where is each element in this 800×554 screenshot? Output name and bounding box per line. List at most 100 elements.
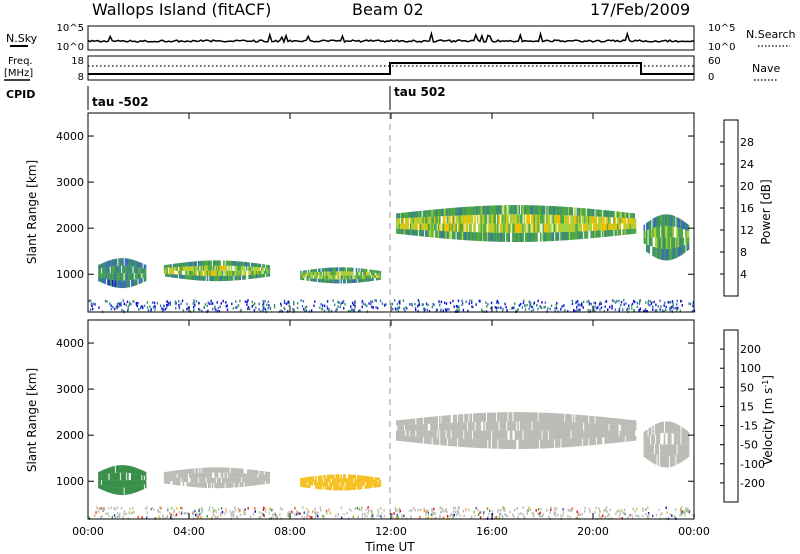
clutter-cell [571,299,573,303]
echo-cell [633,425,635,431]
echo-cell [519,412,522,422]
echo-cell [534,412,537,422]
echo-cell [339,478,341,483]
clutter-cell [623,303,625,306]
echo-cell [266,273,268,277]
echo-cell [468,422,470,431]
echo-cell [632,228,634,234]
echo-cell [646,222,648,231]
echo-cell [484,412,486,422]
echo-cell [686,223,688,231]
echo-cell [633,223,635,229]
echo-cell [317,278,320,283]
echo-cell [522,205,524,215]
echo-cell [502,214,504,224]
clutter-cell [217,306,220,310]
echo-cell [306,477,308,480]
clutter-cell [633,309,635,312]
clutter-cell [623,512,625,515]
echo-cell [302,273,305,276]
echo-cell [397,435,399,441]
echo-cell [500,223,503,233]
echo-cell [584,438,586,446]
echo-cell [529,430,532,440]
echo-cell [373,482,375,486]
echo-cell [571,438,574,447]
echo-cell [338,478,340,483]
echo-cell [373,275,375,279]
clutter-cell [426,308,428,312]
echo-cell [302,484,305,488]
echo-cell [322,268,325,272]
clutter-cell [116,511,119,515]
clutter-cell [181,299,184,302]
clutter-cell [669,306,672,309]
echo-cell [100,263,103,269]
echo-cell [633,218,635,224]
echo-cell [603,210,605,217]
echo-cell [678,425,681,435]
echo-cell [552,413,555,422]
echo-cell [190,270,192,276]
echo-cell [330,486,332,491]
echo-cell [503,232,505,242]
clutter-cell [688,302,690,305]
echo-cell [115,265,118,273]
echo-cell [138,278,141,285]
echo-cell [403,419,406,426]
echo-cell [408,419,411,425]
echo-cell [427,230,430,237]
echo-cell [512,205,514,215]
clutter-cell [361,517,363,520]
echo-cell [618,223,620,230]
echo-cell [569,223,571,232]
echo-cell [339,267,341,272]
echo-cell [170,270,172,275]
echo-cell [492,430,494,440]
clutter-cell [516,507,518,510]
echo-cell [354,275,356,280]
clutter-cell [314,510,316,514]
clutter-cell [681,510,683,514]
echo-cell [322,275,325,279]
echo-cell [519,439,522,449]
clutter-cell [167,302,170,305]
echo-cell [340,478,343,483]
echo-cell [622,229,624,236]
clutter-cell [116,303,118,306]
echo-cell [206,265,209,271]
clutter-cell [264,507,267,511]
clutter-cell [262,307,264,311]
echo-cell [330,279,332,284]
echo-cell [213,467,215,473]
echo-cell [648,436,651,445]
echo-cell [133,480,136,487]
echo-cell [686,244,688,251]
clutter-cell [180,302,182,305]
echo-cell [224,472,226,478]
clutter-cell [127,305,129,309]
echo-cell [490,412,493,422]
echo-cell [547,205,550,215]
echo-cell [127,480,129,488]
echo-cell [445,423,447,431]
echo-cell [242,473,244,478]
clutter-cell [117,515,120,518]
clutter-cell [436,308,438,311]
echo-cell [673,423,676,434]
echo-cell [509,214,512,224]
clutter-cell [196,516,198,520]
clutter-cell [633,299,635,303]
echo-cell [367,479,369,483]
clutter-cell [207,309,209,312]
echo-cell [600,223,603,231]
echo-cell [681,228,683,238]
clutter-cell [238,510,240,513]
echo-cell [572,215,575,224]
echo-cell [99,471,101,476]
clutter-cell [254,507,256,510]
echo-cell [253,270,255,275]
echo-cell [617,436,619,443]
clutter-cell [91,304,93,307]
clutter-cell [163,304,165,308]
